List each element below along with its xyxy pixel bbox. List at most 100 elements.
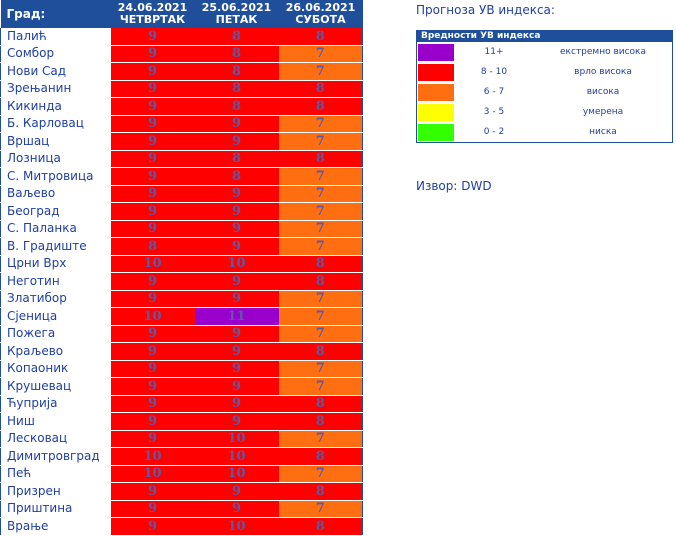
uv-value-cell: 9 — [110, 28, 195, 46]
uv-value-cell: 9 — [110, 62, 195, 81]
city-name: В. Градиште — [0, 237, 111, 256]
uv-value-cell: 8 — [278, 272, 363, 291]
uv-value-cell: 8 — [278, 97, 363, 116]
table-row: Ниш 9 9 8 — [0, 412, 363, 431]
legend-swatch — [418, 43, 454, 61]
legend-header: Вредности УВ индекса — [417, 31, 672, 42]
uv-value-cell: 7 — [278, 167, 363, 186]
uv-value-cell: 9 — [194, 272, 279, 291]
uv-value-cell: 9 — [194, 185, 279, 203]
uv-value-cell: 9 — [194, 237, 279, 256]
legend-swatch — [418, 123, 454, 141]
table-row: Лозница 9 8 8 — [0, 150, 363, 168]
uv-value-cell: 8 — [278, 395, 363, 413]
uv-value-cell: 9 — [110, 220, 195, 238]
legend-item: 0 - 2 ниска — [417, 122, 672, 142]
uv-value-cell: 9 — [110, 290, 195, 308]
city-name: Краљево — [0, 342, 111, 361]
uv-value-cell: 9 — [110, 517, 195, 536]
uv-value-cell: 8 — [194, 28, 279, 46]
city-name: Крушевац — [0, 377, 111, 396]
uv-value-cell: 7 — [278, 62, 363, 81]
uv-value-cell: 7 — [278, 115, 363, 133]
city-name: Палић — [0, 28, 111, 46]
table-row: Пећ 10 10 7 — [0, 465, 363, 483]
uv-value-cell: 10 — [194, 517, 279, 536]
uv-value-cell: 9 — [194, 377, 279, 396]
day-weekday: СУБОТА — [295, 13, 346, 26]
legend-label: умерена — [582, 107, 624, 117]
uv-value-cell: 10 — [110, 465, 195, 483]
uv-value-cell: 9 — [194, 342, 279, 361]
city-name: Копаоник — [0, 360, 111, 378]
uv-forecast-table: Град: 24.06.2021 ЧЕТВРТАК 25.06.2021 ПЕТ… — [0, 0, 363, 536]
uv-value-cell: 7 — [278, 237, 363, 256]
uv-value-cell: 9 — [110, 342, 195, 361]
table-row: Краљево 9 9 8 — [0, 342, 363, 361]
table-row: Палић 9 8 8 — [0, 28, 363, 46]
table-row: Зрењанин 9 8 8 — [0, 80, 363, 98]
legend-rows: 11+ екстремно висока 8 - 10 врло висока 6 - … — [417, 42, 672, 142]
city-name: Приштина — [0, 500, 111, 518]
uv-value-cell: 7 — [278, 500, 363, 518]
uv-value-cell: 9 — [110, 185, 195, 203]
city-name: Ваљево — [0, 185, 111, 203]
legend-range: 8 - 10 — [480, 67, 508, 77]
table-row: Лесковац 9 10 7 — [0, 430, 363, 448]
uv-legend: Вредности УВ индекса 11+ екстремно висока… — [416, 30, 673, 143]
legend-item: 3 - 5 умерена — [417, 102, 672, 122]
table-header-row: Град: 24.06.2021 ЧЕТВРТАК 25.06.2021 ПЕТ… — [0, 0, 363, 28]
day-column-header: 24.06.2021 ЧЕТВРТАК — [110, 0, 195, 28]
legend-range: 3 - 5 — [483, 107, 505, 117]
uv-value-cell: 8 — [278, 28, 363, 46]
city-name: Сјеница — [0, 307, 111, 326]
day-weekday: ЧЕТВРТАК — [119, 13, 186, 26]
uv-value-cell: 9 — [110, 360, 195, 378]
table-row: Кикинда 9 8 8 — [0, 97, 363, 116]
uv-value-cell: 9 — [194, 482, 279, 501]
uv-value-cell: 9 — [110, 167, 195, 186]
uv-value-cell: 7 — [278, 220, 363, 238]
table-row: Призрен 9 9 8 — [0, 482, 363, 501]
table-row: Ваљево 9 9 7 — [0, 185, 363, 203]
uv-value-cell: 9 — [110, 45, 195, 63]
city-column-header: Град: — [0, 0, 111, 28]
uv-value-cell: 9 — [110, 395, 195, 413]
uv-value-cell: 8 — [278, 150, 363, 168]
uv-value-cell: 9 — [194, 132, 279, 151]
table-row: В. Градиште 8 9 7 — [0, 237, 363, 256]
uv-value-cell: 8 — [194, 167, 279, 186]
city-name: Б. Карловац — [0, 115, 111, 133]
table-body: Палић 9 8 8 Сомбор 9 8 7 Нови Сад 9 8 7 Зрењанин 9 8 8 К… — [0, 28, 363, 536]
uv-value-cell: 8 — [278, 517, 363, 536]
uv-value-cell: 10 — [110, 255, 195, 273]
day-column-header: 25.06.2021 ПЕТАК — [194, 0, 279, 28]
legend-title: Прогноза УВ индекса: — [416, 3, 555, 17]
table-row: Ћуприја 9 9 8 — [0, 395, 363, 413]
city-name: С. Паланка — [0, 220, 111, 238]
city-name: Пожега — [0, 325, 111, 343]
table-row: С. Паланка 9 9 7 — [0, 220, 363, 238]
uv-value-cell: 7 — [278, 307, 363, 326]
legend-label: висока — [586, 87, 620, 97]
city-name: Кикинда — [0, 97, 111, 116]
uv-value-cell: 7 — [278, 185, 363, 203]
uv-value-cell: 7 — [278, 430, 363, 448]
uv-value-cell: 10 — [194, 430, 279, 448]
day-date: 24.06.2021 — [117, 1, 188, 14]
day-column-header: 26.06.2021 СУБОТА — [278, 0, 363, 28]
legend-swatch — [418, 103, 454, 121]
uv-value-cell: 7 — [278, 45, 363, 63]
table-row: Златибор 9 9 7 — [0, 290, 363, 308]
table-row: Београд 9 9 7 — [0, 202, 363, 221]
city-name: Врање — [0, 517, 111, 536]
uv-value-cell: 7 — [278, 202, 363, 221]
table-row: Нови Сад 9 8 7 — [0, 62, 363, 81]
city-name: Пећ — [0, 465, 111, 483]
city-name: Златибор — [0, 290, 111, 308]
uv-value-cell: 8 — [278, 342, 363, 361]
uv-value-cell: 9 — [110, 150, 195, 168]
uv-value-cell: 9 — [110, 430, 195, 448]
legend-label: врло висока — [574, 67, 632, 77]
legend-item: 11+ екстремно висока — [417, 42, 672, 62]
